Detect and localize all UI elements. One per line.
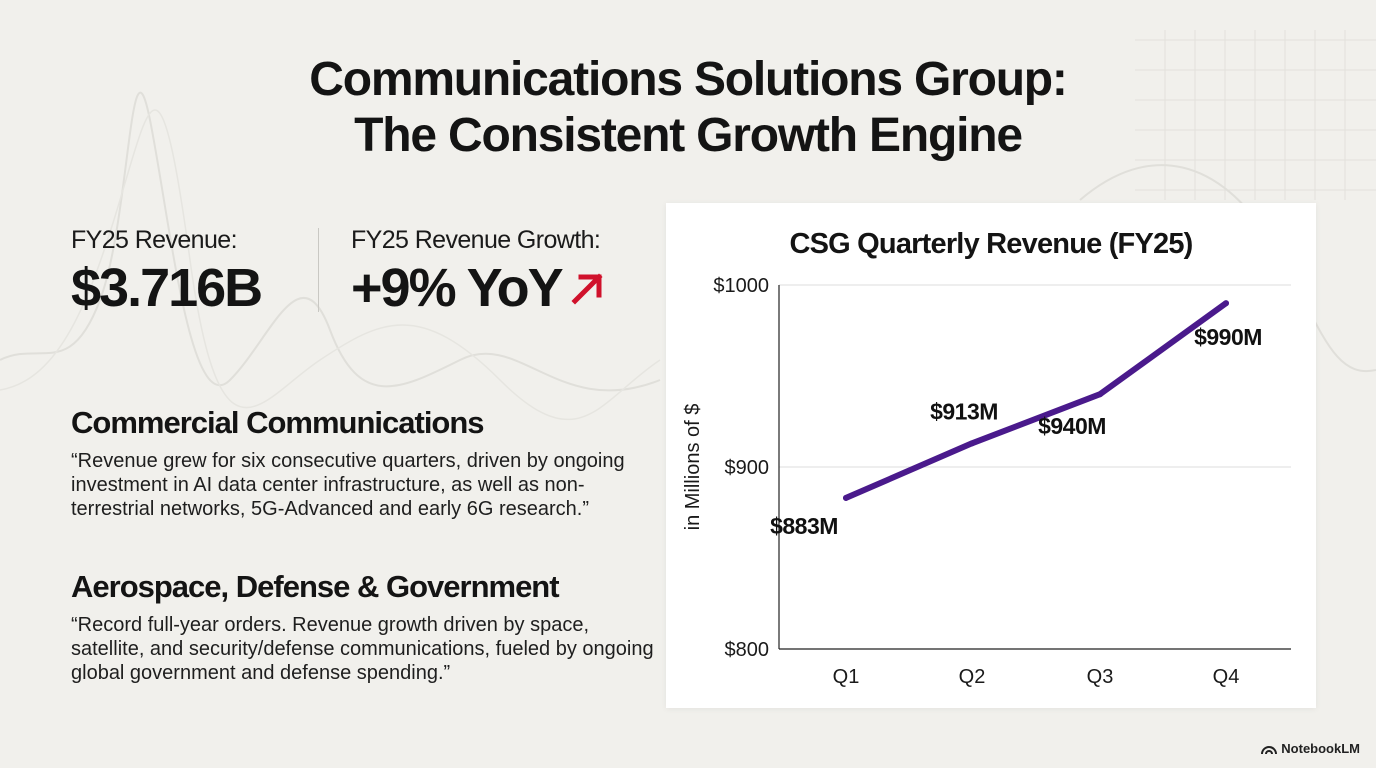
data-point [1097,391,1103,398]
data-point [843,494,849,501]
data-label: $913M [930,398,998,424]
segment-aerospace-text: “Record full-year orders. Revenue growth… [71,614,654,684]
y-axis-label: in Millions of $ [682,404,704,531]
data-label: $883M [770,513,838,539]
data-point [1223,300,1229,307]
y-tick-label: $1000 [713,275,769,297]
kpi-growth-value-text: +9% YoY [351,258,564,318]
data-point [969,440,975,447]
kpi-revenue-value-text: $3.716B [71,258,263,318]
x-tick-label: Q2 [959,666,986,688]
data-label: $990M [1194,324,1262,350]
title-line-2: The Consistent Growth Engine [354,109,1023,162]
revenue-line-chart: CSG Quarterly Revenue (FY25) $800 $900 $100… [682,228,1291,688]
title-line-1: Communications Solutions Group: [309,53,1068,106]
chart-card: CSG Quarterly Revenue (FY25) $800 $900 $100… [666,203,1316,708]
segment-commercial-title: Commercial Communications [71,405,485,440]
kpi-revenue-label: FY25 Revenue: [71,226,238,254]
notebooklm-logo-icon [1261,745,1278,754]
kpi-revenue: FY25 Revenue: $3.716B [71,226,263,319]
watermark: NotebookLM [1261,741,1360,756]
arrow-up-right-icon [571,273,603,305]
y-tick-label: $800 [725,639,770,661]
kpi-growth-value: +9% YoY [351,257,606,319]
series-line-revenue [843,300,1229,501]
kpi-growth-label: FY25 Revenue Growth: [351,226,601,254]
page-title: Communications Solutions Group: The Cons… [0,52,1376,164]
kpi-divider [318,228,319,312]
x-tick-label: Q3 [1087,666,1114,688]
kpi-revenue-value: $3.716B [71,257,263,319]
data-label: $940M [1038,413,1106,439]
segment-commercial-text: “Revenue grew for six consecutive quarte… [71,450,625,520]
x-tick-label: Q4 [1213,666,1240,688]
watermark-text: NotebookLM [1281,741,1360,756]
kpi-growth: FY25 Revenue Growth: +9% YoY [351,226,606,319]
segment-aerospace: Aerospace, Defense & Government “Record … [71,569,661,685]
segment-commercial: Commercial Communications “Revenue grew … [71,405,661,521]
x-tick-label: Q1 [833,666,860,688]
y-tick-label: $900 [725,457,770,479]
segment-aerospace-title: Aerospace, Defense & Government [71,569,560,604]
chart-title: CSG Quarterly Revenue (FY25) [789,228,1192,260]
